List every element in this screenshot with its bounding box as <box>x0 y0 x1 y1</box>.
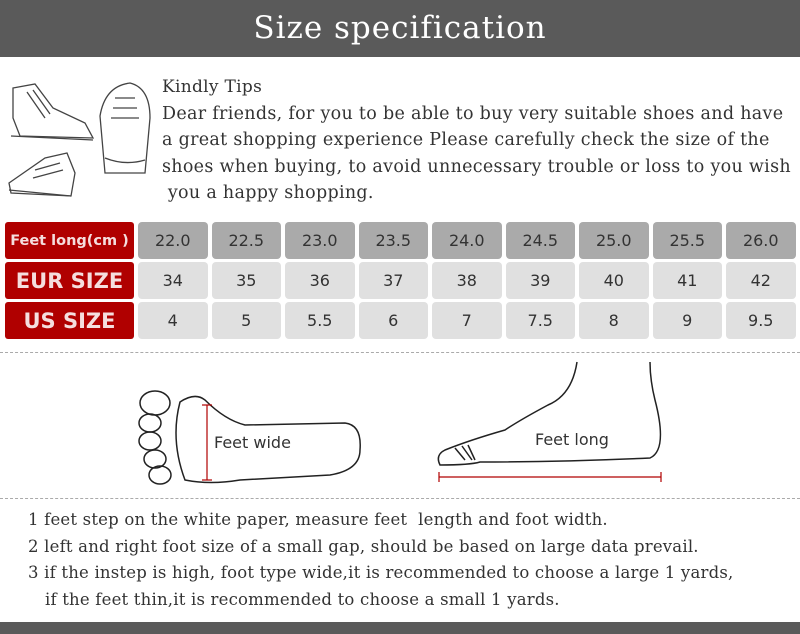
row-label: EUR SIZE <box>5 262 134 299</box>
size-cell: 9 <box>652 302 722 339</box>
feet-wide-label: Feet wide <box>214 433 291 452</box>
width-measure-line <box>202 404 212 481</box>
page-title: Size specification <box>0 0 800 57</box>
instruction-line: 1 feet step on the white paper, measure … <box>28 510 608 529</box>
footer-bar <box>0 622 800 634</box>
size-cell: 34 <box>138 262 208 299</box>
size-cell: 23.5 <box>358 222 428 259</box>
size-cell: 36 <box>285 262 355 299</box>
size-cell: 9.5 <box>726 302 796 339</box>
size-cell: 24.0 <box>432 222 502 259</box>
measuring-instructions: 1 feet step on the white paper, measure … <box>28 507 733 613</box>
instruction-line: if the feet thin,it is recommended to ch… <box>45 589 560 609</box>
tips-line: Dear friends, for you to be able to buy … <box>162 103 784 124</box>
instruction-line: 2 left and right foot size of a small ga… <box>28 536 699 556</box>
size-cell: 7 <box>432 302 502 339</box>
sneakers-illustration <box>8 82 151 197</box>
divider <box>0 352 800 353</box>
row-label: Feet long(cm ) <box>5 222 134 259</box>
size-cell: 38 <box>432 262 502 299</box>
size-cell: 4 <box>138 302 208 339</box>
feet-long-label: Feet long <box>535 430 609 449</box>
size-cell: 25.0 <box>579 222 649 259</box>
size-row: Feet long(cm ) 22.0 22.5 23.0 23.5 24.0 24.5 25… <box>5 222 796 259</box>
tips-line: you a happy shopping. <box>162 183 374 203</box>
foot-measure-diagram: Feet wide Feet long <box>138 361 662 485</box>
foot-side-icon <box>437 361 662 466</box>
size-cell: 22.0 <box>138 222 208 259</box>
foot-sole-icon <box>138 390 361 485</box>
size-cell: 22.5 <box>211 222 281 259</box>
tips-line: a great shopping experience Please caref… <box>162 130 770 150</box>
size-cell: 8 <box>579 302 649 339</box>
size-cell: 6 <box>358 302 428 339</box>
size-cell: 39 <box>505 262 575 299</box>
size-cell: 5.5 <box>285 302 355 339</box>
size-cell: 35 <box>211 262 281 299</box>
size-cell: 42 <box>726 262 796 299</box>
tips-line: shoes when buying, to avoid unnecessary … <box>162 156 791 177</box>
tips-title: Kindly Tips <box>162 77 263 97</box>
size-row: EUR SIZE 34 35 36 37 38 39 40 41 42 <box>5 262 796 299</box>
size-cell: 5 <box>211 302 281 339</box>
size-cell: 7.5 <box>505 302 575 339</box>
size-cell: 40 <box>579 262 649 299</box>
size-cell: 26.0 <box>726 222 796 259</box>
size-cell: 37 <box>358 262 428 299</box>
size-cell: 41 <box>652 262 722 299</box>
instruction-line: 3 if the instep is high, foot type wide,… <box>28 563 734 582</box>
size-cell: 25.5 <box>652 222 722 259</box>
size-row: US SIZE 4 5 5.5 6 7 7.5 8 9 9.5 <box>5 302 796 339</box>
size-cell: 23.0 <box>285 222 355 259</box>
row-label: US SIZE <box>5 302 134 339</box>
kindly-tips: Kindly Tips Dear friends, for you to be … <box>162 74 792 207</box>
divider <box>0 498 800 499</box>
size-cell: 24.5 <box>505 222 575 259</box>
length-measure-line <box>438 472 662 482</box>
